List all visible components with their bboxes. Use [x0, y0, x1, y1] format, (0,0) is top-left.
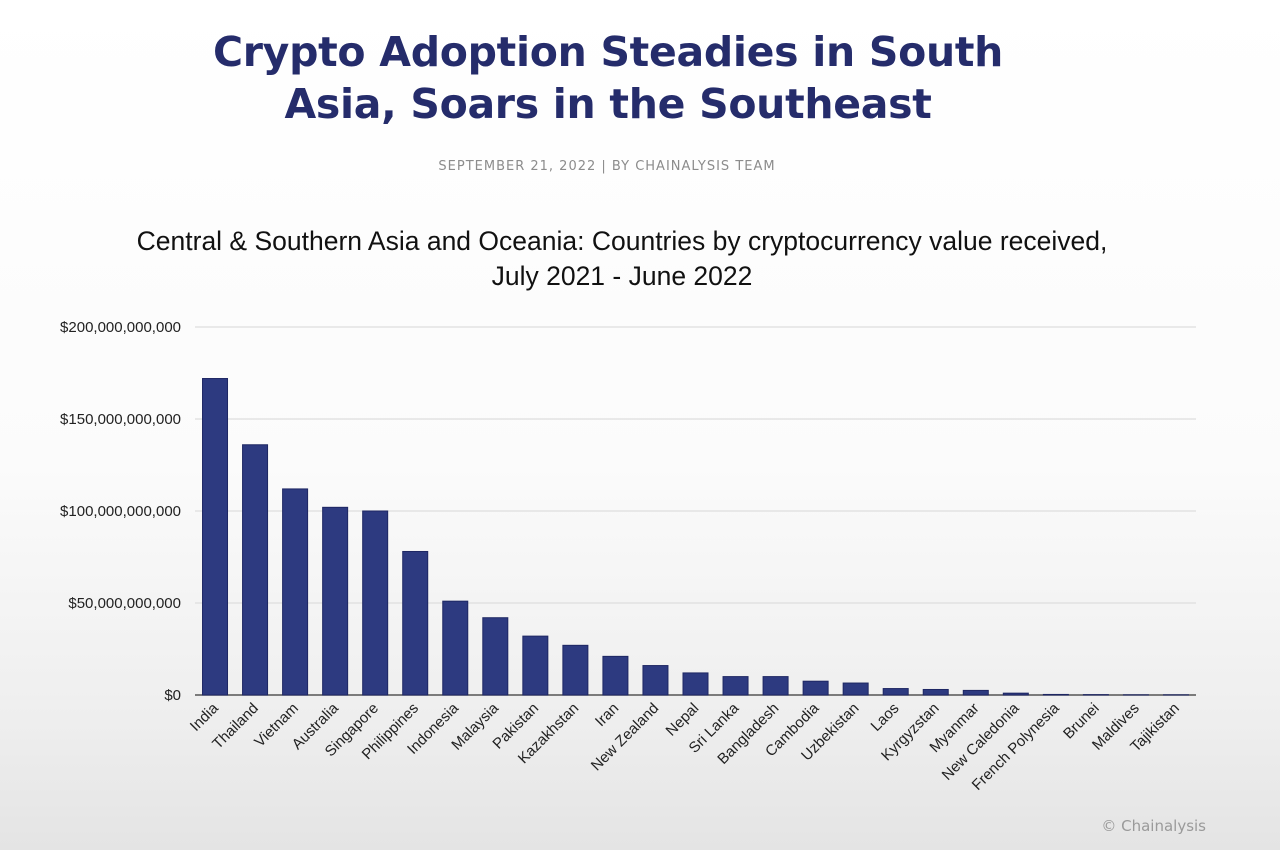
bar-cambodia: [802, 680, 829, 696]
bar-singapore: [362, 510, 389, 696]
bar-iran: [602, 655, 629, 696]
y-tick-label: $100,000,000,000: [60, 503, 181, 520]
bar-laos: [882, 688, 909, 696]
chart-title-line-2: July 2021 - June 2022: [491, 261, 753, 291]
chart-title: Central & Southern Asia and Oceania: Cou…: [0, 224, 1244, 294]
headline-line-1: Crypto Adoption Steadies in South: [212, 28, 1004, 76]
bar-philippines: [402, 550, 429, 696]
bar-uzbekistan: [842, 682, 869, 696]
bar-myanmar: [962, 689, 989, 696]
bar-australia: [322, 506, 349, 696]
chainalysis-credit: © Chainalysis: [1101, 817, 1206, 835]
x-tick-label: Iran: [592, 700, 622, 730]
byline: SEPTEMBER 21, 2022 | BY CHAINALYSIS TEAM: [438, 159, 776, 174]
bar-nepal: [682, 672, 709, 696]
bar-pakistan: [522, 635, 549, 696]
bar-sri-lanka: [722, 676, 749, 696]
bar-india: [202, 378, 229, 696]
headline-line-2: Asia, Soars in the Southeast: [284, 80, 932, 128]
bar-french-polynesia: [1042, 693, 1069, 696]
bar-kyrgyzstan: [922, 688, 949, 696]
headline: Crypto Adoption Steadies in South Asia, …: [0, 26, 1216, 130]
bar-new-caledonia: [1002, 692, 1029, 696]
bar-bangladesh: [762, 676, 789, 696]
y-tick-label: $50,000,000,000: [68, 595, 181, 612]
y-tick-label: $200,000,000,000: [60, 319, 181, 336]
y-tick-label: $0: [164, 687, 181, 704]
bar-thailand: [242, 444, 269, 696]
x-tick-label: Laos: [868, 700, 903, 735]
bar-vietnam: [282, 488, 309, 696]
bar-indonesia: [442, 600, 469, 696]
y-tick-label: $150,000,000,000: [60, 411, 181, 428]
x-tick-label: India: [187, 699, 222, 734]
bar-new-zealand: [642, 665, 669, 696]
chart-title-line-1: Central & Southern Asia and Oceania: Cou…: [136, 226, 1108, 256]
bar-malaysia: [482, 617, 509, 696]
bar-kazakhstan: [562, 644, 589, 696]
